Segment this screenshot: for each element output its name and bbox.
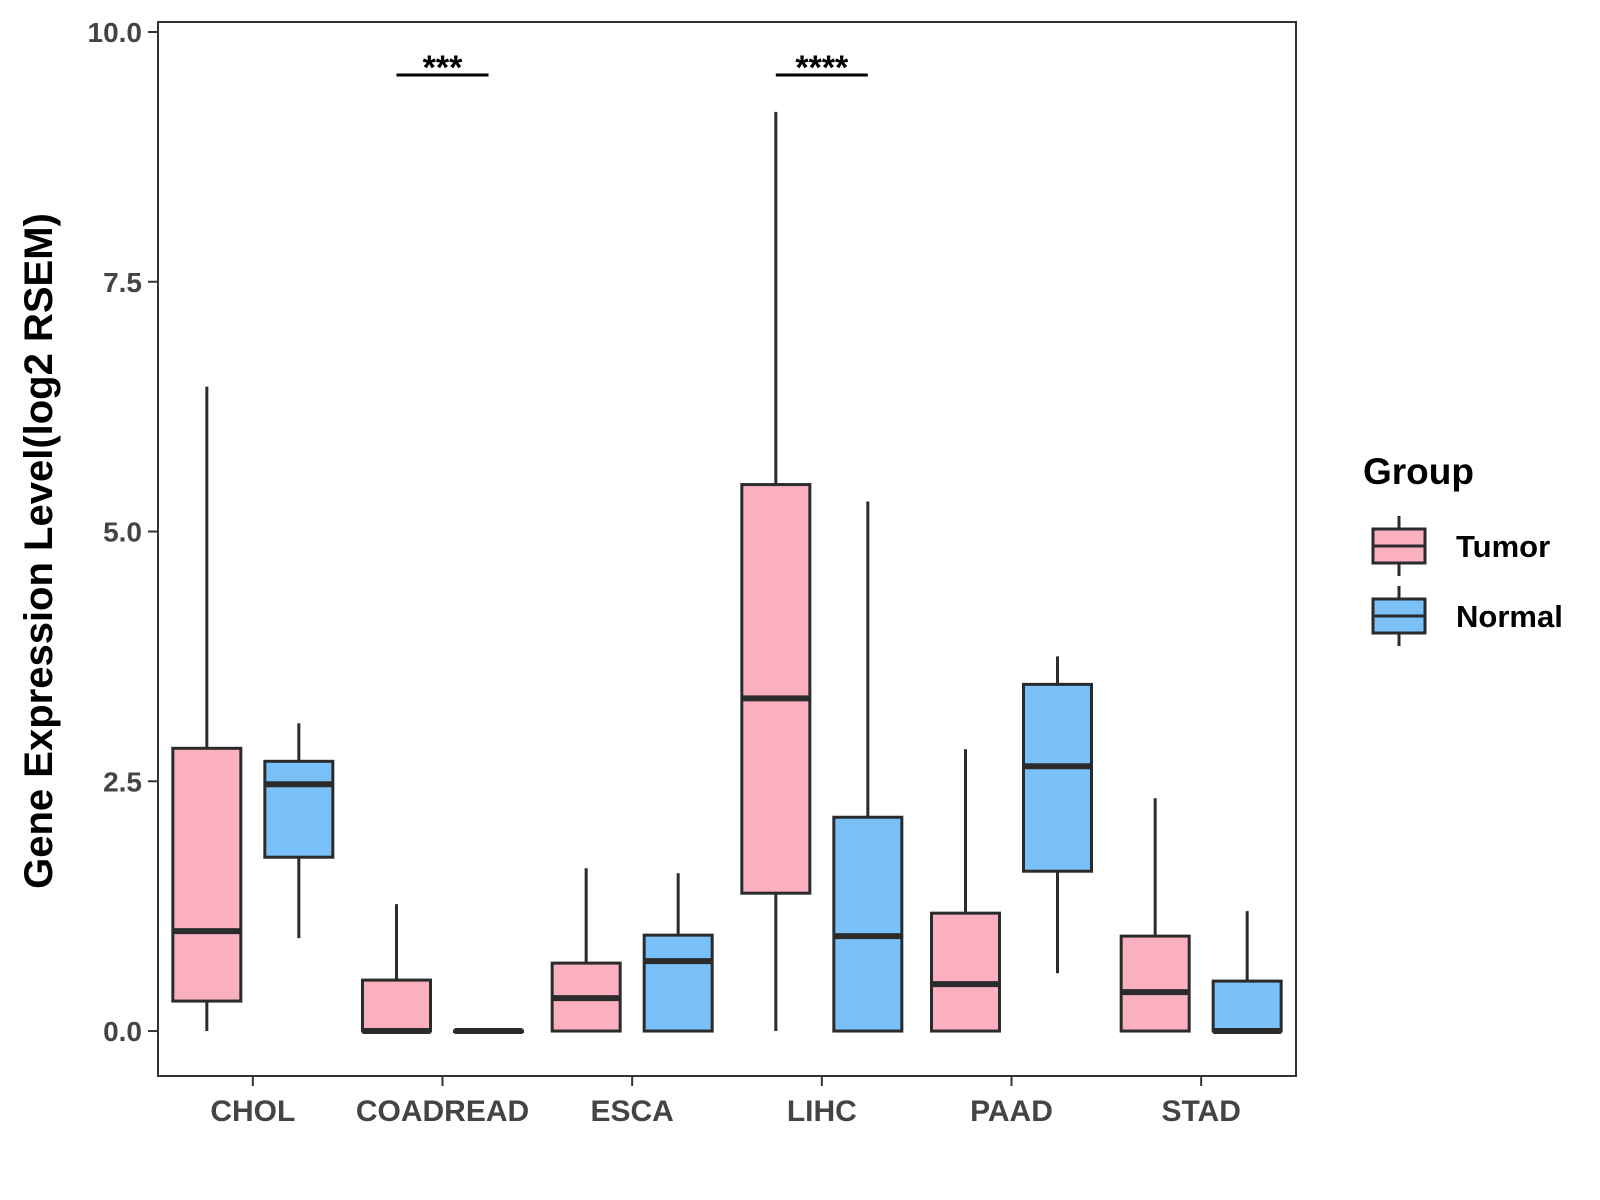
box-tumor-paad	[930, 749, 1001, 1033]
x-tick-label: COADREAD	[356, 1095, 529, 1128]
y-axis: 0.0 2.5 5.0 7.5 10.0	[88, 17, 158, 1047]
box-tumor-lihc	[740, 111, 812, 1032]
significance-label: ****	[795, 49, 849, 87]
legend-label: Tumor	[1456, 529, 1550, 564]
box-body	[1119, 934, 1191, 1033]
box-tumor-coadread	[361, 904, 432, 1035]
box-body	[1022, 682, 1093, 873]
box-normal-stad	[1211, 911, 1283, 1035]
x-tick-label: LIHC	[787, 1095, 857, 1128]
y-tick-label: 10.0	[88, 17, 143, 48]
legend-label: Normal	[1456, 599, 1563, 634]
box-normal-paad	[1022, 656, 1093, 974]
significance-label: ***	[423, 49, 463, 87]
box-body	[171, 746, 243, 1003]
box-tumor-stad	[1119, 798, 1191, 1033]
box-normal-chol	[263, 723, 335, 939]
box-body	[361, 978, 432, 1033]
panel-border	[157, 21, 1297, 1077]
y-axis-label: Gene Expression Level(log2 RSEM)	[17, 213, 61, 889]
y-tick-label: 2.5	[103, 766, 142, 797]
box-normal-lihc	[832, 501, 904, 1033]
x-tick-label: PAAD	[970, 1095, 1053, 1128]
y-tick-label: 5.0	[103, 517, 142, 548]
box-body	[930, 911, 1001, 1033]
significance-annotations: *** ****	[396, 49, 868, 87]
legend-entry-tumor: Tumor	[1371, 516, 1550, 576]
box-normal-esca	[642, 873, 714, 1033]
box-tumor-chol	[171, 386, 243, 1032]
box-tumor-esca	[550, 868, 622, 1033]
box-body	[263, 759, 335, 859]
legend-entry-normal: Normal	[1371, 586, 1563, 646]
legend-title: Group	[1363, 451, 1474, 492]
legend: Group Tumor Normal	[1363, 451, 1563, 646]
box-body	[642, 933, 714, 1033]
box-body	[740, 483, 812, 895]
x-tick-label: CHOL	[210, 1095, 295, 1128]
x-axis: CHOL COADREAD ESCA LIHC PAAD STAD	[210, 1076, 1241, 1128]
y-tick-label: 0.0	[103, 1016, 142, 1047]
box-body	[832, 815, 904, 1033]
box-normal-coadread	[453, 1028, 524, 1035]
box-group	[171, 111, 1283, 1035]
box-body	[1211, 979, 1283, 1033]
x-tick-label: STAD	[1161, 1095, 1240, 1128]
x-tick-label: ESCA	[590, 1095, 673, 1128]
y-tick-label: 7.5	[103, 267, 142, 298]
